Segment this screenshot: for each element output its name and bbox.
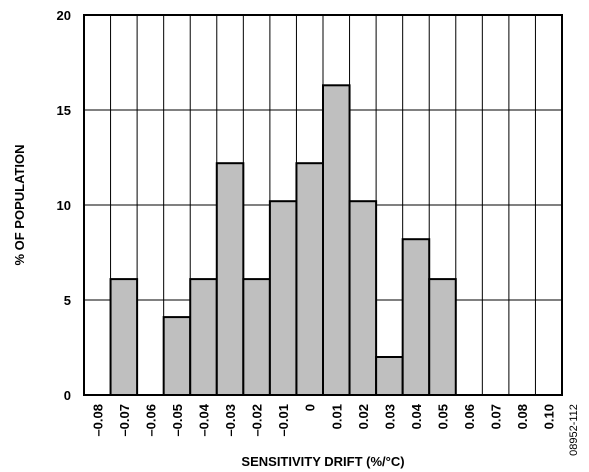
bar [401,238,431,396]
bar [348,200,378,396]
x-tick-label: –0.01 [276,404,291,437]
x-tick-label: 0.02 [356,404,371,429]
y-axis-label: % OF POPULATION [12,144,27,265]
x-tick-label: –0.06 [143,404,158,437]
x-tick-label: –0.03 [223,404,238,437]
bar [322,84,351,397]
x-tick-label: –0.02 [250,404,265,437]
bar [242,278,271,397]
bar [428,278,457,397]
bar [295,162,325,396]
x-tick-label: –0.05 [170,404,185,437]
x-tick-label: –0.07 [117,404,132,437]
x-tick-label: 0.07 [489,404,504,429]
x-tick-label: 0.03 [382,404,397,429]
y-tick-label: 0 [64,388,71,403]
bar [189,278,218,397]
x-axis-label: SENSITIVITY DRIFT (%/°C) [241,454,404,469]
y-tick-label: 15 [57,103,71,118]
y-tick-labels: 0 5 10 15 20 [57,8,71,403]
x-tick-label: 0.01 [329,404,344,429]
x-tick-labels: –0.08 –0.07 –0.06 –0.05 –0.04 –0.03 –0.02 –0.01… [90,403,556,436]
x-tick-label: –0.04 [197,403,212,436]
x-tick-label: 0.06 [462,404,477,429]
bar [109,278,139,397]
bar [375,356,404,396]
x-tick-label: 0.04 [409,403,424,429]
x-tick-label: –0.08 [90,404,105,437]
y-tick-label: 10 [57,198,71,213]
plot-frame [83,14,563,396]
x-tick-label: 0.10 [542,404,557,429]
y-tick-label: 20 [57,8,71,23]
bar [268,200,298,396]
x-tick-label: 0.08 [515,404,530,429]
bar [162,316,192,397]
figure-id: 08952-112 [568,404,580,456]
bars [109,84,457,397]
x-tick-label: 0.05 [436,404,451,429]
x-tick-label: 0 [303,404,318,411]
bar [215,162,245,396]
y-tick-label: 5 [64,293,71,308]
